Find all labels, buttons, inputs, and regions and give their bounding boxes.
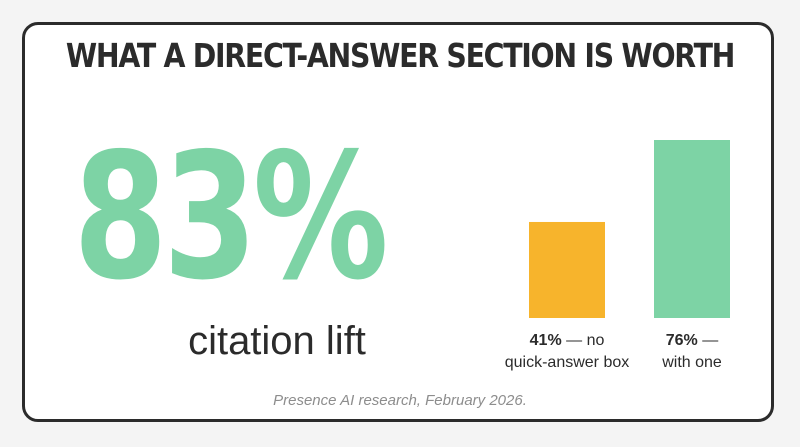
card: [22, 22, 774, 422]
bar-1: [529, 221, 605, 318]
bar-2: [654, 140, 730, 318]
bar-label-1: 41% — no: [530, 332, 605, 349]
bar-label-2: 76% —: [666, 332, 718, 349]
headline-value: 83%: [73, 116, 388, 319]
bar-category-2: with one: [661, 354, 722, 371]
headline-label: citation lift: [188, 319, 366, 363]
bar-category-1: quick-answer box: [505, 354, 630, 371]
source-note: Presence AI research, February 2026.: [273, 392, 527, 409]
page-title: WHAT A DIRECT-ANSWER SECTION IS WORTH: [65, 36, 736, 75]
